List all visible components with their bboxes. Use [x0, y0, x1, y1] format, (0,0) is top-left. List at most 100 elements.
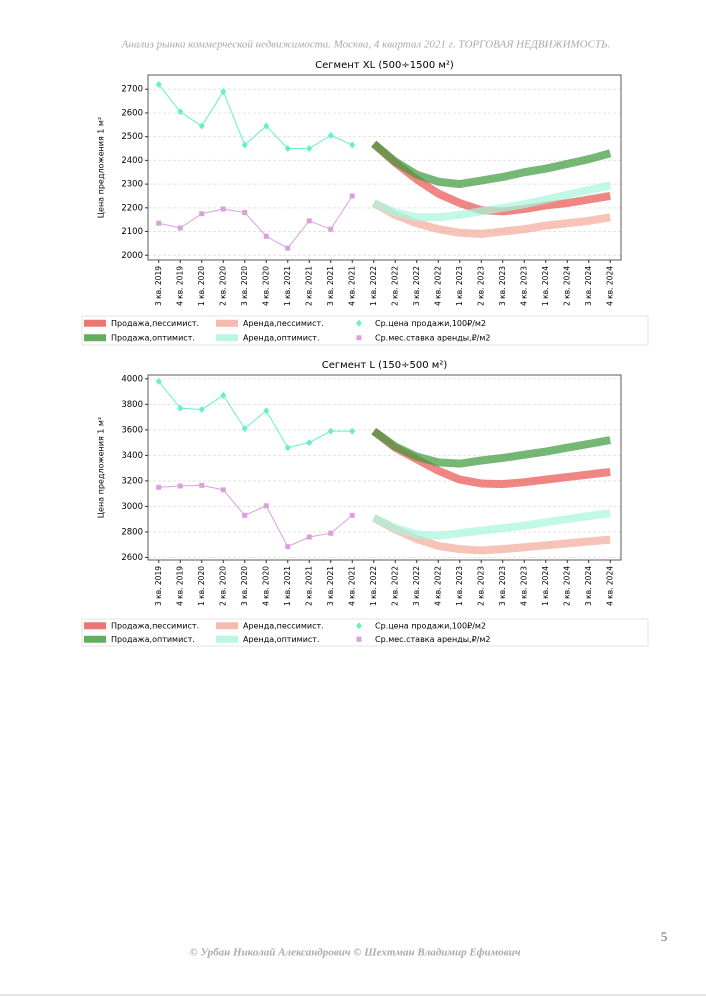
x-tick-label: 4 кв. 2023 [519, 266, 528, 306]
page-number: 5 [661, 929, 668, 944]
marker [306, 534, 312, 540]
marker [328, 226, 334, 232]
y-tick-label: 3200 [121, 476, 143, 486]
header-title: Анализ рынка коммерческой недвижимости. … [121, 39, 611, 51]
history-line [158, 84, 353, 150]
x-tick-label: 4 кв. 2019 [175, 266, 184, 306]
x-tick-label: 4 кв. 2022 [433, 266, 442, 306]
x-tick-label: 2 кв. 2022 [390, 566, 399, 606]
x-tick-label: 1 кв. 2021 [283, 566, 292, 606]
x-tick-label: 3 кв. 2023 [498, 266, 507, 306]
marker [220, 391, 227, 399]
x-tick-label: 4 кв. 2019 [175, 566, 184, 606]
x-tick-label: 2 кв. 2024 [562, 266, 571, 306]
footer-authors: © Урбан Николай Александрович © Шехтман … [189, 947, 520, 959]
x-tick-label: 2 кв. 2020 [218, 266, 227, 306]
x-tick-label: 3 кв. 2020 [240, 566, 249, 606]
x-tick-label: 1 кв. 2021 [283, 266, 292, 306]
x-tick-label: 3 кв. 2019 [154, 566, 163, 606]
marker [177, 404, 184, 412]
y-tick-label: 2600 [121, 553, 143, 563]
history-line [158, 195, 353, 249]
marker [263, 122, 270, 130]
marker [263, 503, 269, 509]
x-tick-label: 4 кв. 2024 [605, 566, 614, 606]
marker [156, 220, 162, 226]
x-tick-label: 1 кв. 2022 [369, 266, 378, 306]
marker [263, 233, 269, 239]
legend-swatch [84, 622, 106, 630]
marker [242, 210, 248, 216]
x-tick-label: 4 кв. 2022 [433, 566, 442, 606]
legend-label: Аренда,пессимист. [243, 621, 324, 630]
y-tick-label: 3400 [121, 451, 143, 461]
x-tick-label: 3 кв. 2024 [584, 266, 593, 306]
y-tick-label: 3600 [121, 425, 143, 435]
history-line [158, 381, 353, 449]
y-tick-label: 2400 [121, 156, 143, 166]
chart-title: Сегмент L (150÷500 м²) [322, 360, 448, 371]
marker [327, 427, 334, 435]
legend-label: Продажа,пессимист. [111, 319, 199, 328]
legend-swatch [84, 334, 106, 342]
x-tick-label: 4 кв. 2023 [519, 566, 528, 606]
marker [349, 141, 356, 149]
legend-label: Аренда,оптимист. [243, 635, 320, 644]
y-tick-label: 2200 [121, 203, 143, 213]
marker [199, 211, 205, 217]
history-line [158, 484, 353, 548]
marker [284, 444, 291, 452]
marker [220, 487, 226, 493]
marker [177, 108, 184, 116]
x-tick-label: 3 кв. 2022 [412, 566, 421, 606]
marker [241, 425, 248, 433]
y-tick-label: 2000 [121, 251, 143, 261]
x-tick-label: 1 кв. 2020 [197, 266, 206, 306]
x-tick-label: 1 кв. 2023 [455, 566, 464, 606]
marker [156, 484, 162, 490]
marker [285, 245, 291, 251]
x-tick-label: 1 кв. 2020 [197, 566, 206, 606]
legend-label: Ср.цена продажи,100₽/м2 [375, 621, 486, 630]
marker [242, 512, 248, 518]
legend-swatch [216, 319, 238, 327]
y-tick-label: 2500 [121, 132, 143, 142]
marker [306, 439, 313, 447]
x-tick-label: 4 кв. 2020 [261, 266, 270, 306]
plot-frame [147, 374, 622, 561]
y-tick-label: 3000 [121, 502, 143, 512]
x-tick-label: 1 кв. 2022 [369, 566, 378, 606]
legend-swatch [356, 335, 362, 341]
marker [199, 482, 205, 488]
legend-box [81, 618, 649, 647]
forecast-band [371, 140, 612, 189]
marker [155, 377, 162, 385]
x-tick-label: 3 кв. 2024 [584, 566, 593, 606]
legend-label: Ср.мес.ставка аренды,₽/м2 [375, 333, 491, 342]
legend-label: Аренда,оптимист. [243, 333, 320, 342]
y-axis-label: Цена предложения 1 м² [97, 417, 106, 518]
x-tick-label: 3 кв. 2020 [240, 266, 249, 306]
x-tick-label: 4 кв. 2020 [261, 566, 270, 606]
marker [349, 193, 355, 199]
marker [285, 544, 291, 550]
marker [306, 145, 313, 153]
y-tick-label: 3800 [121, 400, 143, 410]
plot-frame [147, 74, 622, 261]
legend-label: Ср.мес.ставка аренды,₽/м2 [375, 635, 491, 644]
legend-swatch [356, 319, 362, 327]
marker [198, 405, 205, 413]
y-tick-label: 2800 [121, 527, 143, 537]
x-tick-label: 3 кв. 2021 [326, 566, 335, 606]
forecast-band [371, 427, 611, 468]
legend-swatch [84, 319, 106, 327]
chart-title: Сегмент XL (500÷1500 м²) [315, 60, 454, 71]
y-tick-label: 2100 [121, 227, 143, 237]
y-tick-label: 2600 [121, 108, 143, 118]
x-tick-label: 2 кв. 2023 [476, 566, 485, 606]
marker [177, 483, 183, 489]
legend-swatch [216, 635, 238, 643]
marker [198, 122, 205, 130]
